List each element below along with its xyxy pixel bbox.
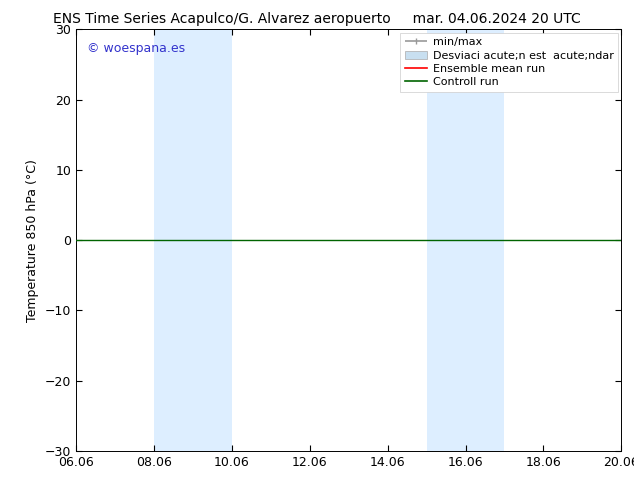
Bar [154,29,232,451]
Bar [427,29,505,451]
Text: ENS Time Series Acapulco/G. Alvarez aeropuerto     mar. 04.06.2024 20 UTC: ENS Time Series Acapulco/G. Alvarez aero… [53,12,581,26]
Y-axis label: Temperature 850 hPa (°C): Temperature 850 hPa (°C) [26,159,39,321]
Text: © woespana.es: © woespana.es [87,42,185,55]
Legend: min/max, Desviaci acute;n est  acute;ndar, Ensemble mean run, Controll run: min/max, Desviaci acute;n est acute;ndar… [401,33,618,92]
